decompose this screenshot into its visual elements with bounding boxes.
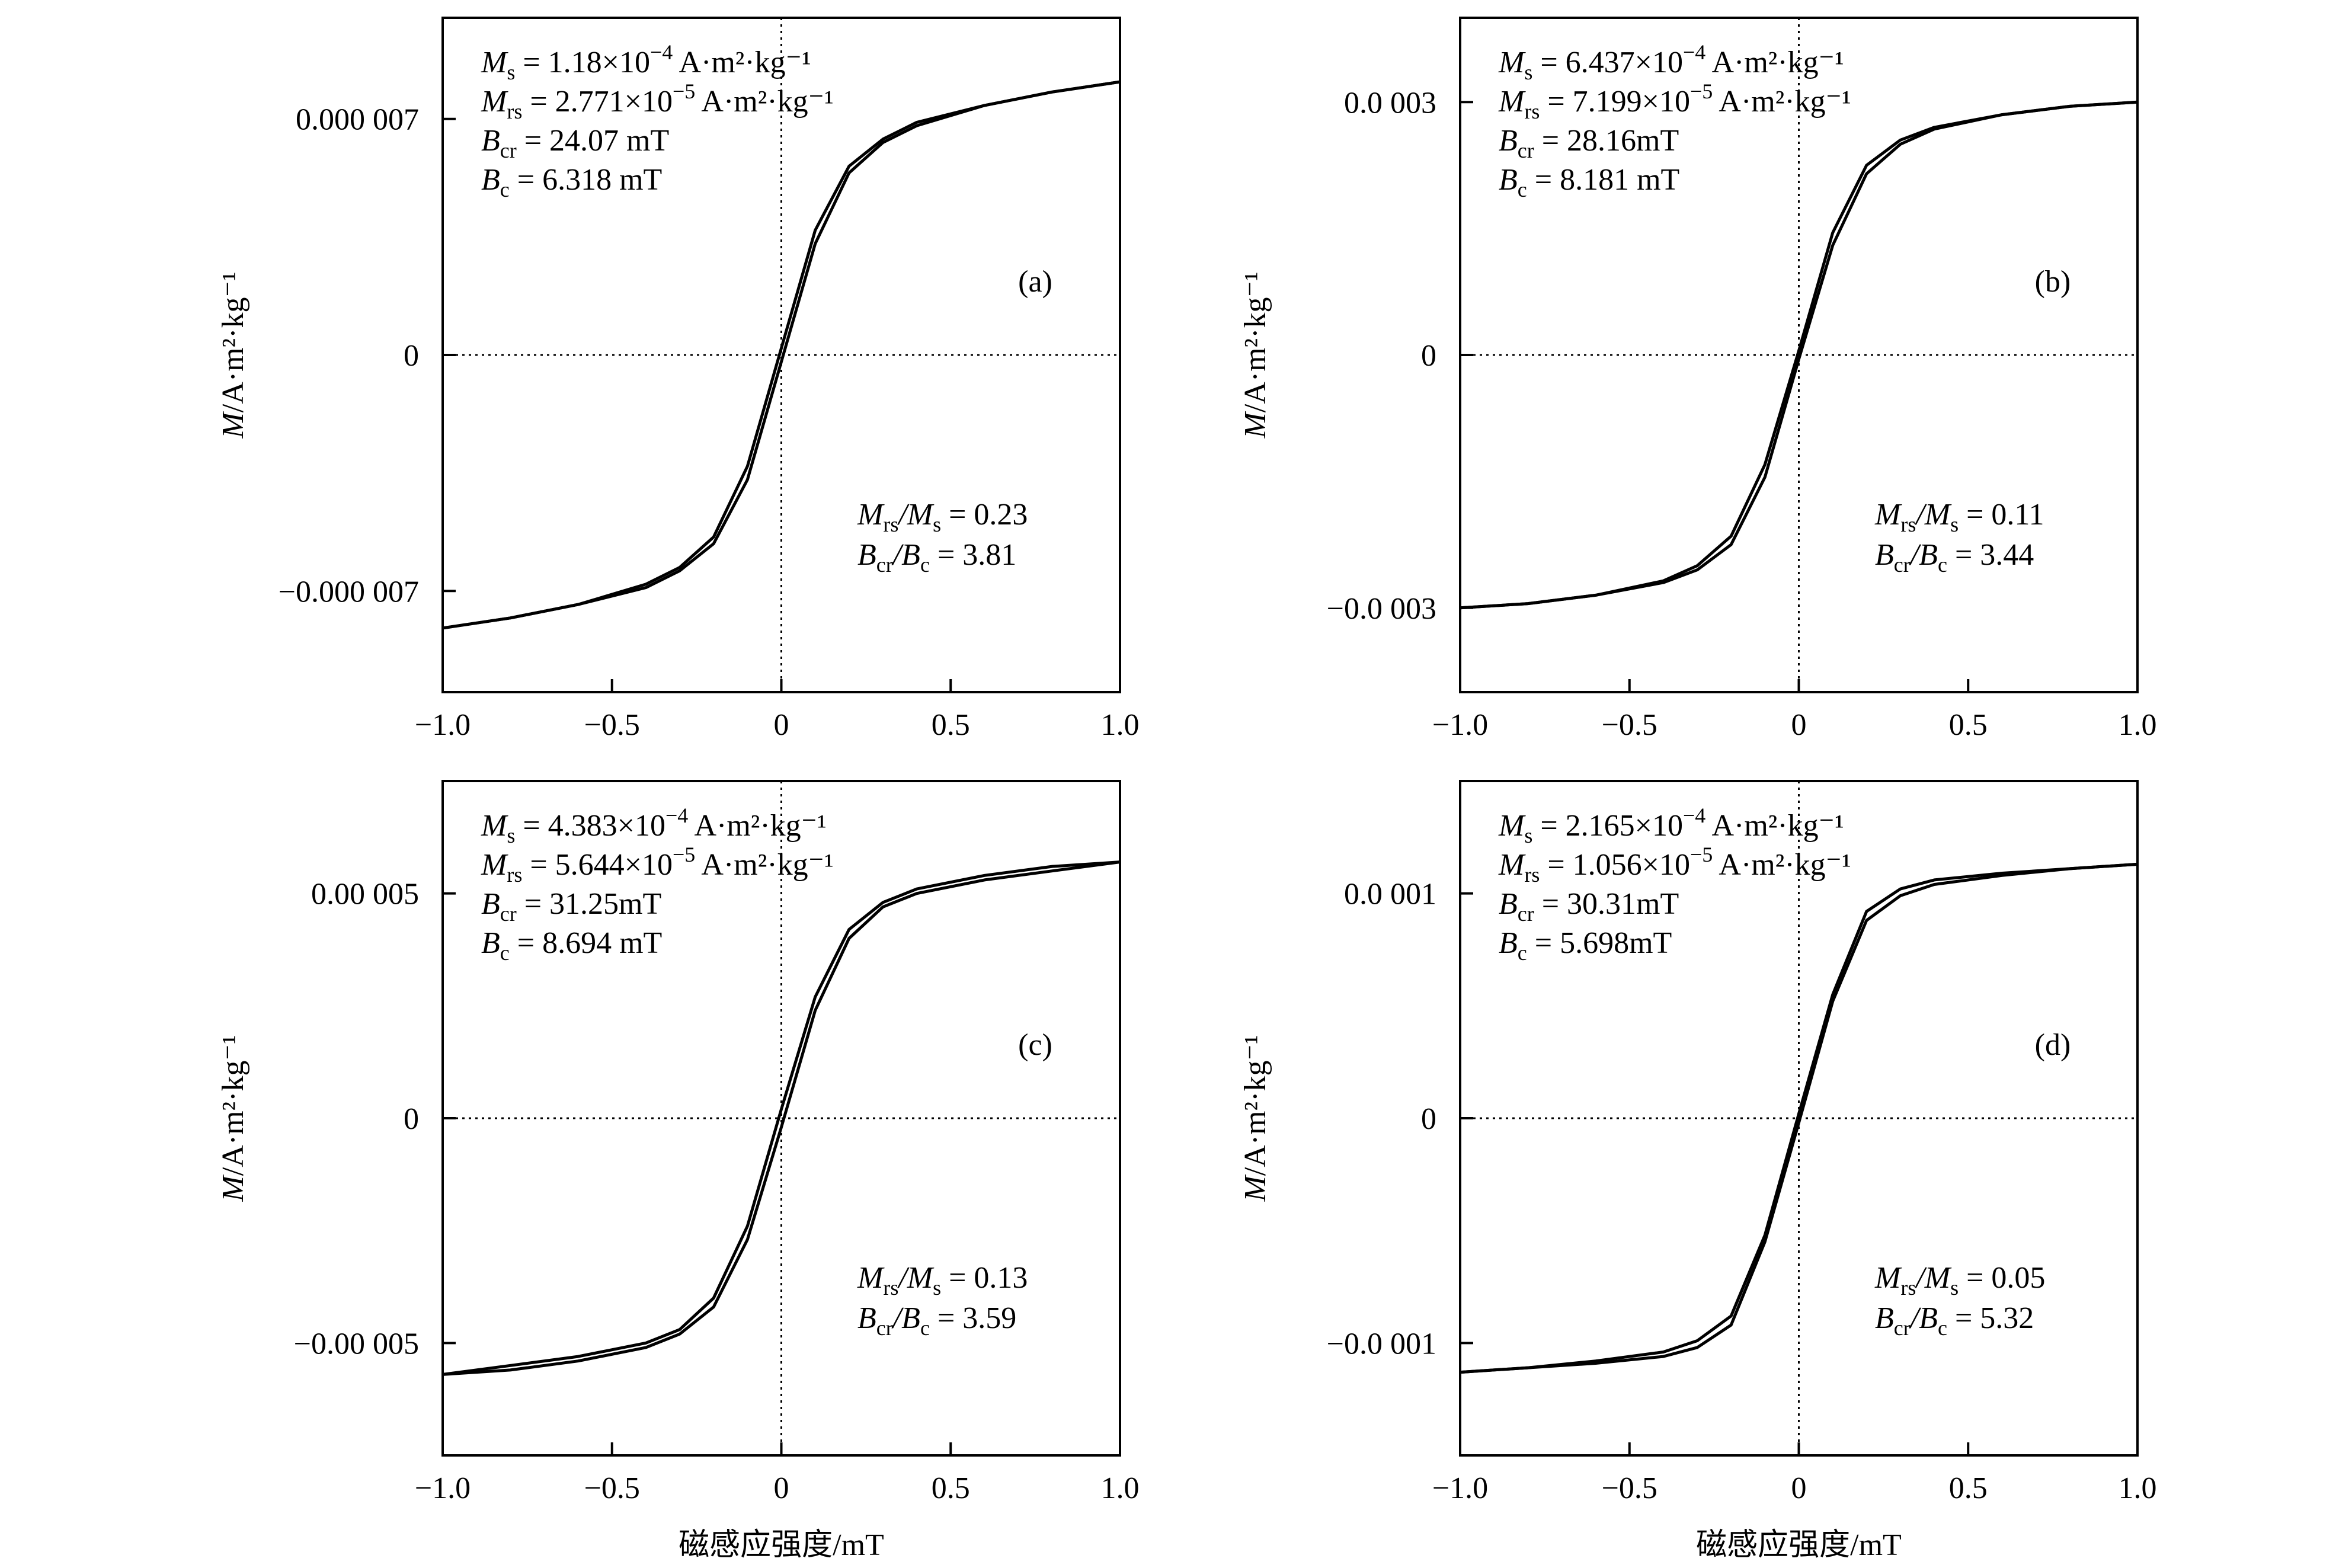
y-tick-label: 0.000 007 (296, 103, 419, 137)
x-tick-label: 1.0 (2119, 708, 2157, 742)
ratio-annotation: Bcr/Bc = 3.59 (857, 1301, 1016, 1340)
annotation-line: Mrs = 2.771×10−5 A·m²·kg⁻¹ (481, 79, 834, 123)
annotation-line: Bc = 6.318 mT (481, 163, 662, 201)
hysteresis-branch-descending (1460, 100, 2138, 610)
y-axis-label: M/A·m²·kg⁻¹ (1239, 1035, 1272, 1202)
x-tick-label: 0.5 (932, 1471, 970, 1505)
x-tick-label: 0.5 (1949, 708, 1988, 742)
x-axis-label: 磁感应强度/mT (1696, 1528, 1902, 1562)
y-axis-label: M/A·m²·kg⁻¹ (216, 271, 250, 439)
y-tick-label: 0 (1421, 1102, 1436, 1136)
y-tick-label: 0.0 003 (1344, 86, 1436, 120)
annotation-line: Mrs = 7.199×10−5 A·m²·kg⁻¹ (1498, 79, 1851, 123)
annotation-line: Bcr = 31.25mT (481, 887, 661, 926)
hysteresis-branch-descending (1460, 862, 2138, 1374)
annotation-line: Mrs = 1.056×10−5 A·m²·kg⁻¹ (1498, 843, 1851, 887)
y-tick-label: 0.0 001 (1344, 878, 1436, 911)
x-tick-label: 0 (1791, 1471, 1807, 1505)
x-tick-label: −1.0 (415, 708, 471, 742)
ratio-annotation: Mrs/Ms = 0.23 (857, 498, 1028, 536)
x-tick-label: 0 (1791, 708, 1807, 742)
ratio-annotation: Mrs/Ms = 0.11 (1874, 498, 2044, 536)
x-tick-label: 1.0 (1101, 708, 1140, 742)
annotation-line: Bcr = 24.07 mT (481, 124, 669, 162)
x-axis-label: 磁感应强度/mT (679, 1528, 884, 1562)
ratio-annotation: Bcr/Bc = 3.44 (1875, 538, 2034, 577)
annotation-line: Ms = 4.383×10−4 A·m²·kg⁻¹ (481, 804, 827, 847)
y-axis-label: M/A·m²·kg⁻¹ (216, 1035, 250, 1202)
y-tick-label: −0.0 003 (1327, 592, 1436, 626)
ratio-annotation: Mrs/Ms = 0.05 (1874, 1261, 2045, 1300)
hysteresis-branch-descending (442, 860, 1121, 1376)
x-tick-label: 0.5 (1949, 1471, 1988, 1505)
y-tick-label: 0 (1421, 339, 1436, 373)
ratio-annotation: Mrs/Ms = 0.13 (857, 1261, 1028, 1300)
hysteresis-branch-ascending (1460, 862, 2138, 1374)
y-tick-label: −0.00 005 (294, 1327, 419, 1361)
panel-d: −1.0 −0.5 0 0.5 1.0 0.0 001 0 −0.0 001 (d) Ms = 2… (1239, 780, 2157, 1505)
x-tick-label: 1.0 (2119, 1471, 2157, 1505)
ratio-annotation: Bcr/Bc = 5.32 (1875, 1301, 2034, 1340)
annotation-line: Ms = 6.437×10−4 A·m²·kg⁻¹ (1498, 40, 1844, 84)
x-tick-label: −0.5 (1602, 708, 1657, 742)
panel-c: −1.0 −0.5 0 0.5 1.0 0.00 005 0 −0.00 005 (c) Ms =… (216, 780, 1140, 1505)
annotation-line: Mrs = 5.644×10−5 A·m²·kg⁻¹ (481, 843, 834, 887)
y-tick-label: −0.000 007 (279, 575, 419, 609)
y-axis-label: M/A·m²·kg⁻¹ (1239, 271, 1272, 439)
annotation-line: Bcr = 28.16mT (1499, 124, 1679, 162)
panel-a: −1.0 −0.5 0 0.5 1.0 0.000 007 0 −0.000 007 (a) Ms… (216, 17, 1140, 742)
annotation-line: Ms = 1.18×10−4 A·m²·kg⁻¹ (481, 40, 811, 84)
y-tick-label: 0.00 005 (311, 878, 419, 911)
y-tick-label: −0.0 001 (1327, 1327, 1436, 1361)
annotation-line: Bc = 8.694 mT (481, 926, 662, 965)
annotation-line: Bc = 5.698mT (1499, 926, 1672, 965)
x-tick-label: 0.5 (932, 708, 970, 742)
panel-label: (d) (2035, 1028, 2071, 1062)
x-tick-label: 0 (774, 708, 789, 742)
panel-label: (b) (2035, 265, 2071, 299)
hysteresis-branch-descending (442, 80, 1121, 630)
x-tick-label: −0.5 (584, 708, 640, 742)
panel-label: (a) (1018, 265, 1052, 299)
annotation-line: Bcr = 30.31mT (1499, 887, 1679, 926)
annotation-line: Ms = 2.165×10−4 A·m²·kg⁻¹ (1498, 804, 1844, 847)
annotation-line: Bc = 8.181 mT (1499, 163, 1679, 201)
y-tick-label: 0 (404, 1102, 419, 1136)
x-tick-label: 0 (774, 1471, 789, 1505)
y-tick-label: 0 (404, 339, 419, 373)
x-tick-label: −1.0 (1432, 1471, 1488, 1505)
panel-label: (c) (1018, 1028, 1052, 1062)
ratio-annotation: Bcr/Bc = 3.81 (857, 538, 1016, 577)
panel-b: −1.0 −0.5 0 0.5 1.0 0.0 003 0 −0.0 003 (b) Ms = 6… (1239, 17, 2157, 742)
x-tick-label: −1.0 (415, 1471, 471, 1505)
x-tick-label: 1.0 (1101, 1471, 1140, 1505)
x-tick-label: −1.0 (1432, 708, 1488, 742)
x-tick-label: −0.5 (584, 1471, 640, 1505)
hysteresis-branch-ascending (442, 860, 1121, 1376)
x-tick-label: −0.5 (1602, 1471, 1657, 1505)
